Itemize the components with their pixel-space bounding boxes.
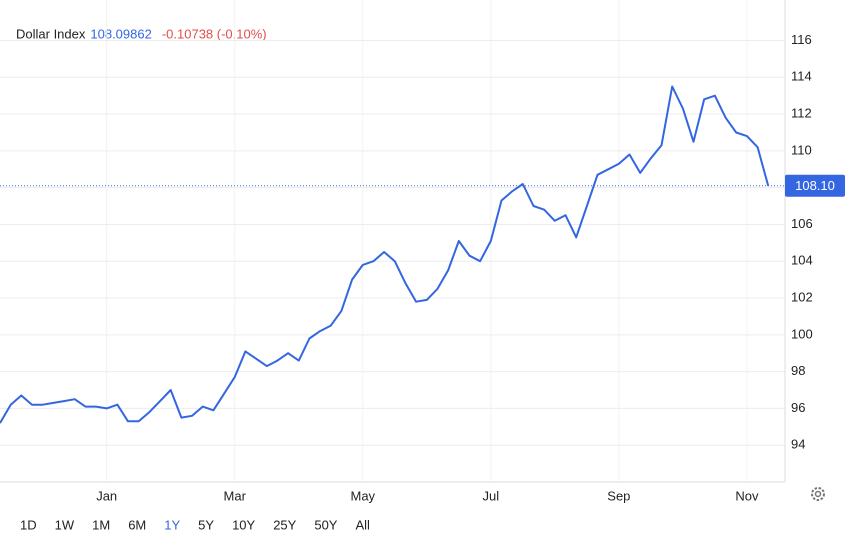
x-tick-label: Mar [224,488,247,503]
range-button[interactable]: 1D [20,517,37,532]
range-button[interactable]: 1Y [164,517,180,532]
chart-title: Dollar Index [16,26,86,41]
y-tick-label: 96 [791,400,805,415]
range-button[interactable]: 6M [128,517,146,532]
x-tick-label: Jul [483,488,500,503]
change: -0.10738 (-0.10%) [162,26,267,41]
x-tick-label: May [350,488,375,503]
range-button[interactable]: 10Y [232,517,255,532]
range-button[interactable]: All [355,517,370,532]
y-tick-label: 102 [791,289,813,304]
y-tick-label: 100 [791,326,813,341]
range-button[interactable]: 5Y [198,517,214,532]
y-tick-label: 104 [791,253,813,268]
y-tick-label: 94 [791,437,805,452]
x-tick-label: Sep [607,488,630,503]
y-tick-label: 106 [791,216,813,231]
range-button[interactable]: 50Y [314,517,337,532]
y-tick-label: 116 [791,32,812,47]
range-button[interactable]: 1M [92,517,110,532]
range-button[interactable]: 25Y [273,517,296,532]
y-tick-label: 114 [791,69,812,84]
price-tag [785,174,845,197]
y-tick-label: 112 [791,105,812,120]
price: 108.09862 [90,26,151,41]
y-tick-label: 110 [791,142,812,157]
price-tag-label: 108.10 [795,178,835,193]
x-tick-label: Jan [96,488,117,503]
x-tick-label: Nov [735,488,759,503]
y-tick-label: 98 [791,363,805,378]
range-button[interactable]: 1W [55,517,75,532]
line [0,85,770,424]
settings-icon[interactable] [811,487,825,501]
